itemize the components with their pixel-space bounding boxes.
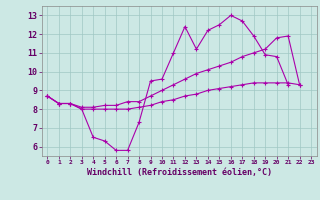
X-axis label: Windchill (Refroidissement éolien,°C): Windchill (Refroidissement éolien,°C) [87,168,272,177]
